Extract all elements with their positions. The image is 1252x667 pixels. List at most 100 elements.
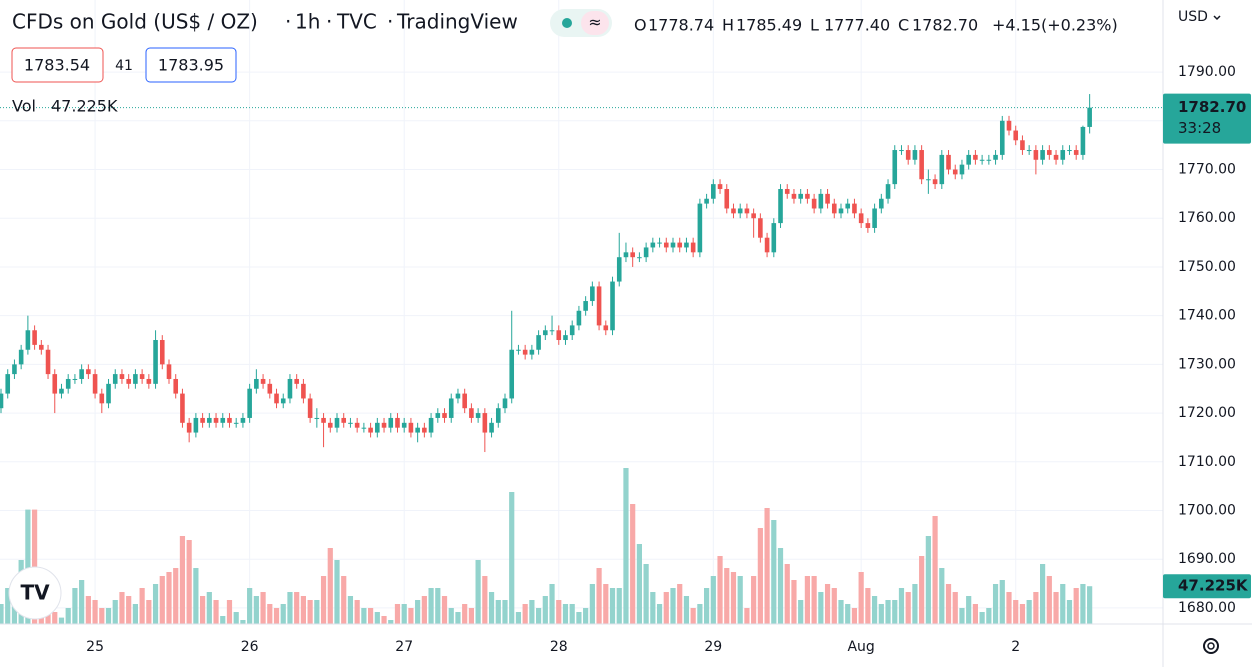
candle-body [368,427,373,433]
candle-body [926,179,931,181]
volume-bar [804,576,810,624]
volume-bar [885,600,891,624]
volume-bar [267,604,273,624]
candle-body [173,378,179,394]
candle-body [112,374,118,384]
volume-bar [670,588,676,624]
volume-bar [690,608,696,624]
volume-bar [959,608,965,624]
candle-body [879,198,884,209]
volume-bar [1013,600,1019,624]
volume-bar [1087,586,1093,624]
volume-bar [495,600,501,624]
volume-bar [509,492,515,624]
volume-bar [1060,584,1066,624]
candle-body [233,422,239,424]
ohlc-value: 1777.40 [824,16,890,35]
volume-bar [596,568,602,624]
candle-body [858,213,864,224]
volume-bar [193,568,199,624]
volume-bar [999,580,1005,624]
volume-bar [851,608,858,624]
y-tick-label: 1730.00 [1178,356,1236,372]
candle-body [536,335,541,350]
volume-bar [314,600,320,624]
ask-box[interactable] [145,47,237,83]
volume-bar [112,600,118,624]
candle-body [697,203,703,253]
spread: 41 [115,58,133,74]
candle-body [193,417,199,433]
volume-bar [992,584,999,624]
volume-bar [347,596,354,624]
volume-bar [280,604,286,624]
candle-body [590,286,595,302]
candle-body [509,349,515,399]
volume-bar [462,604,468,624]
candle-body [92,374,98,394]
volume-bar [616,588,622,624]
volume-bar [919,556,925,624]
volume-bar [354,600,360,624]
candle-body [543,330,548,336]
candle-body [45,349,51,375]
volume-bar [1046,576,1052,624]
candle-body [704,198,709,204]
volume-bar [522,604,528,624]
candle-body [207,417,212,423]
currency[interactable]: USD [1178,9,1208,25]
candle-body [724,189,730,209]
volume-bar [502,600,508,624]
change-pct: (+0.23%) [1041,16,1118,35]
volume-bar [932,516,938,624]
volume-bar [25,509,31,624]
candle-body [1040,150,1045,160]
candle-body [845,203,851,209]
candle-body [186,422,192,433]
volume-bar [1040,564,1046,624]
bid-box[interactable] [11,47,104,83]
candle-body [663,242,669,248]
candle-body [805,193,810,199]
candle-body [475,413,481,418]
candle-body [1073,150,1079,155]
volume-bar [482,576,488,624]
volume-bar [603,584,609,624]
candle-body [522,349,528,355]
status-icon: ≈ [588,13,601,32]
candle-body [79,369,84,379]
volume-bar [966,596,972,624]
candle-body [408,422,414,433]
candle-body [341,417,347,423]
volume-bar [609,588,616,624]
candle-body [670,242,676,248]
y-tick-label: 1740.00 [1178,308,1236,324]
volume-bar [784,564,790,624]
candle-body [462,393,467,409]
candle-body [469,408,474,418]
candle-body [401,422,407,428]
candle-body [751,213,756,219]
volume-bar [159,576,165,624]
candle-body [946,154,951,170]
settings-icon[interactable] [1203,638,1219,654]
x-tick-label: 26 [241,639,259,655]
candle-body [428,417,434,433]
candle-body [1020,140,1025,151]
logo[interactable] [8,566,62,620]
candle-body [489,422,494,433]
countdown: 33:28 [1178,119,1221,137]
volume-bar [294,592,300,624]
candle-body [1006,120,1012,131]
y-tick-label: 1760.00 [1178,210,1236,226]
ohlc-header: O 1778.74 H 1785.49 L 1777.40 C 1782.70 +4.15 (+0… [634,16,1118,35]
volume-bar [791,580,797,624]
candle-body [677,242,683,248]
candle-body [39,344,44,350]
volume-bar [368,608,374,624]
candle-body [831,203,837,214]
candle-body [758,218,763,238]
volume-bar [912,584,918,624]
volume-bar [986,608,992,624]
volume-bar [838,600,844,624]
